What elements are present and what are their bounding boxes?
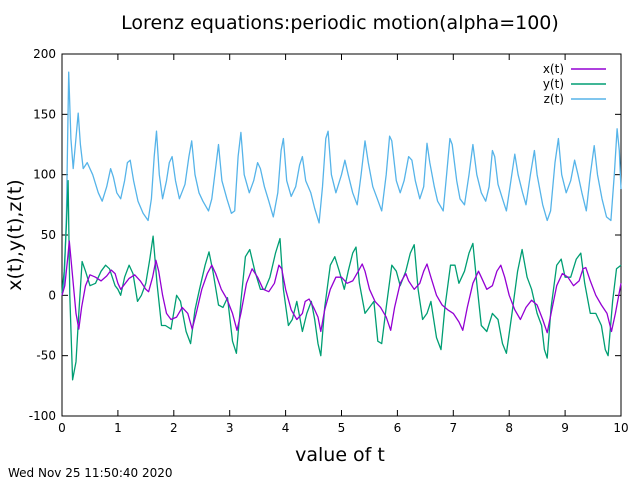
x-tick-label: 6 [394,421,402,435]
y-axis-label: x(t),y(t),z(t) [4,179,26,290]
series-line-xt [61,240,622,334]
y-tick-label: -50 [36,349,56,363]
y-tick-label: 200 [33,47,56,61]
x-tick-label: 7 [449,421,457,435]
x-tick-label: 4 [282,421,290,435]
series-line-yt [61,180,622,381]
x-tick-label: 2 [170,421,178,435]
legend-label: x(t) [543,62,564,76]
x-tick-label: 1 [114,421,122,435]
legend-label: z(t) [544,92,564,106]
x-tick-label: 8 [505,421,513,435]
x-axis-label: value of t [295,444,385,466]
x-tick-label: 5 [338,421,346,435]
series-lines [61,71,622,381]
series-line-zt [61,71,622,296]
legend-label: y(t) [543,77,564,91]
plot-frame [61,53,622,417]
x-tick-label: 3 [226,421,234,435]
y-axis-ticks: -100 -50 0 50 100 150 200 [29,47,621,423]
x-axis-ticks: 0 1 2 3 4 5 6 7 8 9 10 [58,54,629,435]
chart-title: Lorenz equations:periodic motion(alpha=1… [121,12,559,34]
x-tick-label: 10 [613,421,628,435]
y-tick-label: 150 [33,107,56,121]
x-tick-label: 0 [58,421,66,435]
legend: x(t)y(t)z(t) [543,62,606,106]
y-tick-label: -100 [29,409,56,423]
y-tick-label: 50 [41,228,56,242]
timestamp: Wed Nov 25 11:50:40 2020 [8,466,173,480]
y-tick-label: 0 [48,288,56,302]
x-tick-label: 9 [561,421,569,435]
y-tick-label: 100 [33,168,56,182]
